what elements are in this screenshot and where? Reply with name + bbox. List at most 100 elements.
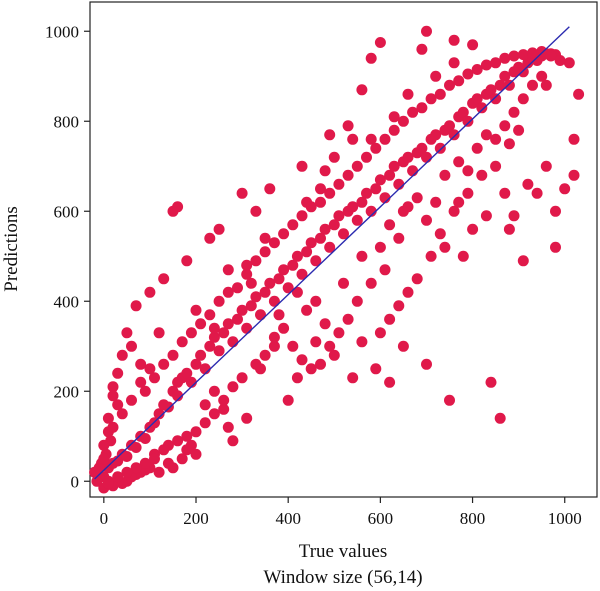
data-point	[190, 304, 202, 316]
data-point	[328, 219, 340, 231]
data-point	[527, 79, 538, 91]
data-point	[222, 264, 234, 276]
data-point	[149, 372, 160, 384]
data-point	[324, 340, 336, 352]
data-point	[126, 394, 137, 406]
data-point	[112, 399, 124, 411]
data-point	[305, 363, 317, 375]
data-point	[453, 75, 465, 87]
data-point	[365, 277, 377, 289]
y-tick-label: 800	[54, 112, 80, 131]
data-point	[411, 192, 423, 204]
data-point	[195, 318, 207, 330]
data-point	[370, 183, 382, 195]
data-point	[126, 340, 137, 352]
data-point	[241, 268, 253, 280]
data-point	[554, 55, 566, 66]
data-point	[172, 201, 184, 213]
x-axis-title: True values	[299, 541, 388, 562]
data-point	[310, 295, 322, 307]
data-point	[315, 196, 326, 208]
data-point	[278, 322, 290, 334]
data-point	[162, 401, 174, 413]
data-point	[411, 273, 423, 285]
data-point	[227, 336, 239, 348]
data-point	[245, 277, 257, 289]
data-point	[181, 430, 193, 442]
y-axis-ticks: 0 200 400 600 800 1000	[45, 22, 90, 491]
data-point	[139, 385, 151, 397]
data-point	[563, 57, 575, 69]
data-point	[517, 93, 529, 105]
data-point	[462, 165, 474, 177]
data-point	[181, 255, 193, 267]
data-point	[508, 106, 520, 118]
data-point	[517, 255, 529, 267]
data-point	[259, 232, 271, 244]
data-point	[172, 390, 184, 402]
data-point	[199, 363, 211, 375]
data-point	[434, 88, 446, 100]
data-point	[135, 376, 147, 388]
data-point	[531, 187, 543, 199]
data-point	[508, 210, 520, 222]
data-point	[153, 408, 165, 420]
data-point	[287, 219, 299, 231]
data-point	[195, 349, 207, 361]
x-tick-label: 200	[183, 509, 209, 528]
data-point	[310, 255, 322, 267]
data-point	[296, 210, 308, 222]
data-point	[342, 120, 354, 132]
data-point	[213, 345, 225, 357]
data-point	[384, 219, 396, 231]
data-point	[462, 115, 474, 127]
data-point	[416, 43, 428, 55]
data-point	[573, 88, 585, 100]
data-point	[356, 84, 368, 96]
data-point	[480, 59, 492, 71]
data-point	[434, 228, 446, 240]
data-point	[421, 358, 432, 370]
data-point	[162, 457, 174, 469]
data-point	[315, 232, 326, 244]
data-point	[338, 277, 349, 289]
data-point	[199, 417, 211, 429]
data-point	[384, 376, 396, 388]
data-point	[250, 291, 262, 303]
data-point	[305, 201, 317, 213]
data-point	[227, 381, 239, 393]
data-point	[365, 133, 377, 145]
data-point	[430, 129, 442, 141]
data-point	[490, 133, 502, 145]
data-point	[167, 349, 179, 361]
data-point	[388, 160, 400, 172]
data-point	[453, 196, 465, 208]
data-point	[351, 160, 363, 172]
data-point	[393, 300, 405, 312]
data-point	[333, 178, 345, 190]
data-point	[374, 37, 386, 48]
data-point	[324, 241, 336, 253]
data-point	[241, 259, 253, 271]
data-point	[462, 68, 474, 80]
data-point	[536, 46, 548, 57]
data-point	[328, 151, 340, 163]
x-tick-label: 800	[460, 509, 486, 528]
data-point	[490, 93, 502, 105]
data-point	[416, 102, 428, 114]
data-point	[527, 47, 538, 59]
data-point	[107, 421, 119, 433]
data-point	[204, 232, 216, 244]
data-point	[181, 367, 193, 379]
x-tick-label: 400	[275, 509, 301, 528]
data-point	[361, 187, 372, 199]
data-point	[144, 286, 156, 298]
data-point	[250, 358, 262, 370]
y-tick-label: 600	[54, 202, 80, 221]
data-point	[213, 295, 225, 307]
data-point	[305, 237, 317, 249]
data-point	[416, 142, 428, 154]
data-point	[236, 372, 248, 384]
data-point	[176, 336, 188, 348]
